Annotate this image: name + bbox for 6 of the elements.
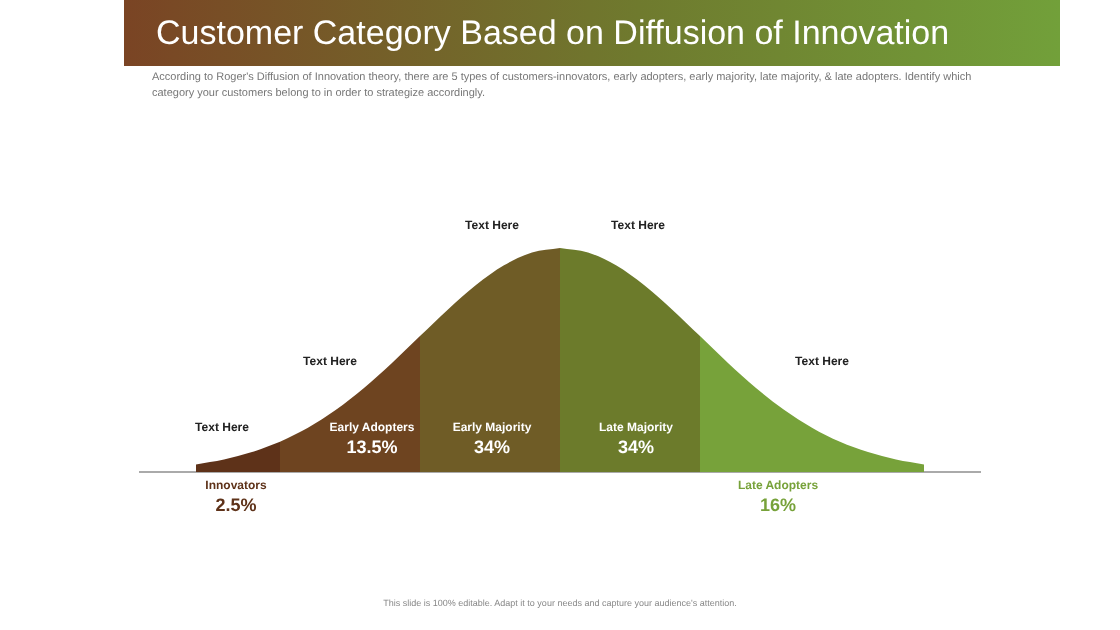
chart-title: Customer Category Based on Diffusion of Innovation xyxy=(124,0,1060,66)
text: 2.5% xyxy=(215,494,257,515)
annotation: 34% xyxy=(617,436,655,457)
annotation: 34% xyxy=(473,436,511,457)
annotation: 13.5% xyxy=(346,436,398,457)
text: 16% xyxy=(759,494,797,515)
